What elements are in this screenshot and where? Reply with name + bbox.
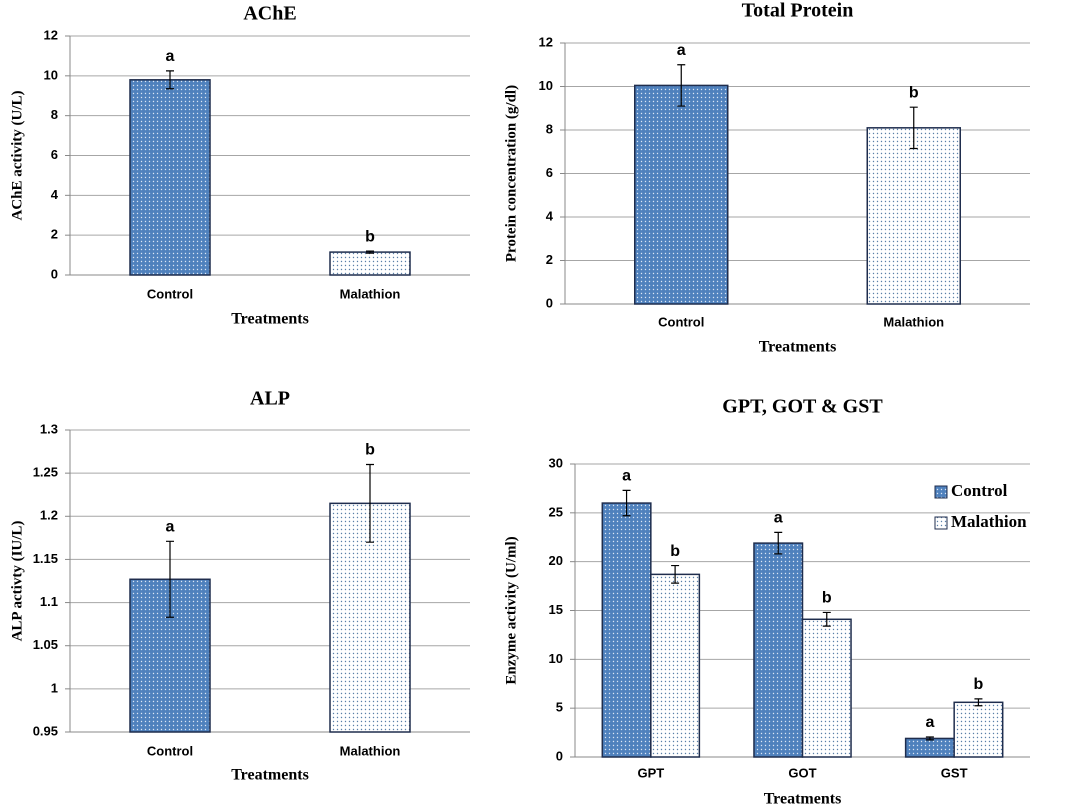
bar (129, 79, 211, 276)
x-tick-label: GST (941, 765, 968, 780)
y-axis-label: ALP activty (IU/L) (9, 521, 25, 642)
chart-title: ALP (250, 388, 290, 410)
x-axis-label: Treatments (764, 791, 842, 808)
y-tick-label: 10 (539, 78, 553, 93)
bar (601, 502, 652, 758)
y-tick-label: 25 (549, 504, 563, 519)
bar (801, 618, 852, 758)
x-tick-label: Malathion (340, 286, 401, 301)
y-tick-label: 1 (51, 680, 58, 695)
x-tick-label: Malathion (340, 743, 401, 758)
legend-label: Control (951, 481, 1008, 500)
error-bar (677, 64, 686, 107)
y-tick-label: 1.25 (33, 465, 58, 480)
significance-letter: b (974, 676, 984, 693)
y-tick-label: 8 (546, 121, 553, 136)
y-tick-label: 1.05 (33, 637, 58, 652)
legend-swatch (934, 485, 948, 499)
x-tick-label: Control (658, 314, 704, 329)
error-bar (974, 698, 983, 707)
y-tick-label: 1.2 (40, 508, 58, 523)
significance-letter: b (365, 228, 375, 245)
chart-title: AChE (243, 3, 296, 25)
legend-swatch (934, 516, 948, 530)
y-axis-label: Protein concentration (g/dl) (503, 85, 519, 262)
significance-letter: a (677, 42, 686, 59)
y-tick-label: 30 (549, 455, 563, 470)
bar (634, 84, 729, 305)
x-axis-label: Treatments (231, 767, 309, 784)
bar (953, 701, 1004, 758)
y-tick-label: 1.1 (40, 594, 58, 609)
y-tick-label: 0.95 (33, 723, 58, 738)
y-axis-label: AChE activity (U/L) (9, 91, 25, 221)
y-tick-label: 0 (546, 295, 553, 310)
significance-letter: b (365, 442, 375, 459)
significance-letter: a (622, 468, 631, 485)
chart-title: GPT, GOT & GST (722, 396, 883, 418)
significance-letter: b (909, 84, 919, 101)
bar (904, 737, 955, 758)
x-tick-label: Control (147, 286, 193, 301)
x-tick-label: Malathion (883, 314, 944, 329)
y-axis-label: Enzyme activity (U/ml) (503, 536, 519, 684)
bar (866, 127, 961, 305)
y-tick-label: 0 (556, 748, 563, 763)
significance-letter: a (774, 510, 783, 527)
x-axis-label: Treatments (759, 339, 837, 356)
error-bar (166, 540, 174, 618)
y-tick-label: 2 (546, 252, 553, 267)
bar (329, 502, 411, 733)
x-tick-label: GOT (788, 765, 816, 780)
y-tick-label: 6 (51, 147, 58, 162)
x-axis-label: Treatments (231, 311, 309, 328)
y-tick-label: 8 (51, 107, 58, 122)
error-bar (366, 463, 374, 543)
error-bar (166, 70, 174, 90)
error-bar (774, 531, 783, 555)
error-bar (822, 611, 831, 627)
error-bar (366, 250, 374, 254)
y-tick-label: 4 (51, 187, 59, 202)
y-tick-label: 2 (51, 227, 58, 242)
significance-letter: a (166, 519, 175, 536)
y-tick-label: 1.3 (40, 421, 58, 436)
error-bar (671, 564, 680, 584)
significance-letter: b (822, 590, 832, 607)
y-tick-label: 12 (539, 34, 553, 49)
y-tick-label: 1.15 (33, 551, 58, 566)
x-tick-label: Control (147, 743, 193, 758)
bar (650, 573, 701, 758)
y-tick-label: 4 (546, 208, 554, 223)
chart-title: Total Protein (742, 0, 854, 22)
y-tick-label: 12 (44, 27, 58, 42)
significance-letter: a (166, 48, 175, 65)
y-tick-label: 20 (549, 553, 563, 568)
significance-letter: a (925, 714, 934, 731)
x-tick-label: GPT (637, 765, 664, 780)
legend-label: Malathion (951, 512, 1027, 531)
error-bar (622, 489, 631, 517)
y-tick-label: 15 (549, 602, 563, 617)
significance-letter: b (670, 543, 680, 560)
y-tick-label: 0 (51, 266, 58, 281)
error-bar (909, 106, 918, 150)
bar (753, 542, 804, 758)
error-bar (925, 736, 934, 741)
bar (329, 251, 411, 276)
y-tick-label: 5 (556, 700, 563, 715)
y-tick-label: 10 (549, 651, 563, 666)
y-tick-label: 10 (44, 67, 58, 82)
y-tick-label: 6 (546, 165, 553, 180)
